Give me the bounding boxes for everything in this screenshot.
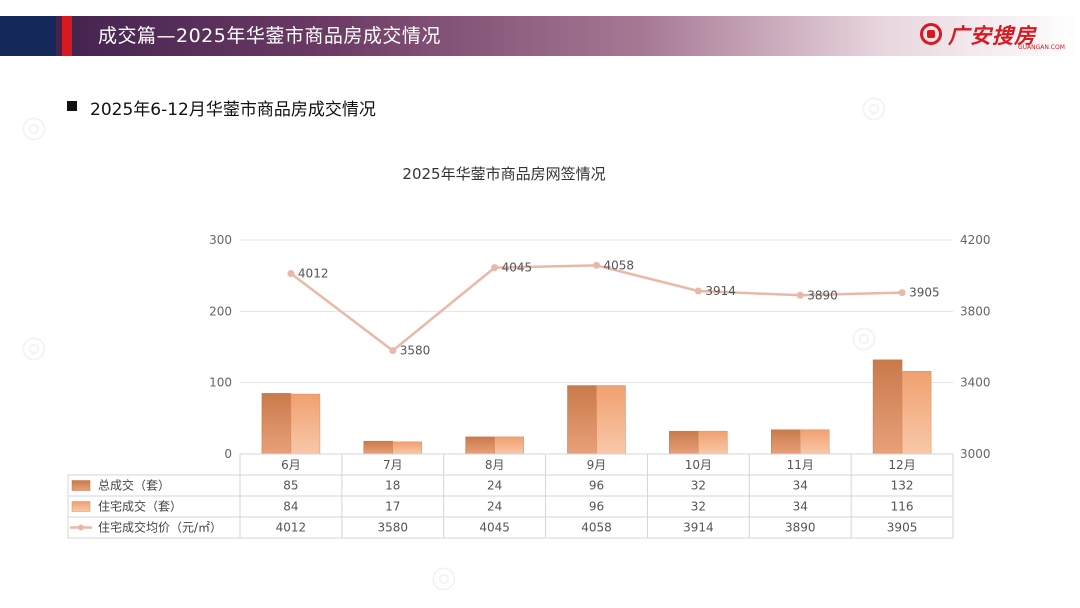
- category-label: 8月: [485, 458, 505, 472]
- price-point: [898, 289, 906, 297]
- section-subtitle: 2025年6-12月华蓥市商品房成交情况: [90, 100, 376, 120]
- table-cell: 85: [283, 479, 298, 493]
- table-cell: 3580: [378, 521, 409, 535]
- table-cell: 32: [691, 479, 706, 493]
- bar-total: [363, 440, 394, 455]
- bar-residential: [494, 436, 524, 455]
- table-cell: 4045: [479, 521, 510, 535]
- price-data-label: 3914: [705, 284, 736, 298]
- legend-key-bar: [71, 501, 91, 512]
- price-line: [290, 264, 903, 353]
- table-cell: 34: [793, 500, 808, 514]
- bar-residential: [901, 371, 932, 455]
- right-axis-tick-label: 4200: [960, 233, 991, 247]
- bar-residential: [799, 429, 830, 455]
- price-point: [694, 287, 702, 295]
- bar-total: [770, 429, 801, 455]
- table-cell: 3905: [887, 521, 918, 535]
- table-cell: 24: [487, 479, 502, 493]
- chart-title: 2025年华蓥市商品房网签情况: [402, 165, 606, 183]
- table-cell: 34: [793, 479, 808, 493]
- series-label: 住宅成交（套）: [98, 499, 182, 514]
- left-axis-tick-label: 300: [209, 233, 232, 247]
- price-point: [796, 291, 804, 299]
- price-point: [593, 261, 600, 269]
- bar-residential: [698, 430, 728, 455]
- table-cell: 24: [487, 500, 502, 514]
- price-point: [491, 264, 499, 272]
- bullet-square-icon: [67, 101, 77, 111]
- price-data-label: 4045: [502, 261, 533, 275]
- left-axis-tick-label: 0: [224, 447, 232, 461]
- right-axis-tick-label: 3000: [960, 447, 991, 461]
- category-label: 9月: [587, 458, 607, 472]
- bar-residential: [596, 385, 626, 455]
- bar-residential: [290, 393, 321, 455]
- table-cell: 4058: [581, 521, 612, 535]
- table-cell: 84: [283, 500, 298, 514]
- legend-key-point: [78, 524, 84, 531]
- header-bar: [0, 16, 1080, 56]
- table-cell: 3890: [785, 521, 816, 535]
- bar-total: [465, 436, 495, 455]
- bar-total: [669, 430, 699, 455]
- price-data-label: 3905: [909, 286, 940, 300]
- left-axis-tick-label: 200: [209, 304, 232, 318]
- page-title: 成交篇—2025年华蓥市商品房成交情况: [98, 25, 441, 47]
- bar-total: [872, 359, 903, 455]
- table-cell: 116: [891, 500, 914, 514]
- bar-total: [261, 393, 292, 455]
- logo-text: 广安搜房: [948, 24, 1036, 48]
- price-point: [389, 347, 397, 355]
- right-axis-tick-label: 3800: [960, 304, 991, 318]
- table-cell: 18: [385, 479, 400, 493]
- series-label: 总成交（套）: [98, 478, 170, 493]
- logo-subtext: GUANGAN.COM: [1018, 44, 1065, 51]
- table-cell: 32: [691, 500, 706, 514]
- header-red-stripe: [62, 16, 72, 56]
- header-navy-block: [0, 16, 56, 56]
- brand-logo: 广安搜房 GUANGAN.COM: [918, 20, 1068, 54]
- category-label: 10月: [685, 458, 712, 472]
- category-label: 6月: [281, 458, 301, 472]
- category-label: 7月: [383, 458, 403, 472]
- price-point: [287, 270, 295, 278]
- table-cell: 4012: [276, 521, 307, 535]
- table-cell: 17: [385, 500, 400, 514]
- table-cell: 3914: [683, 521, 714, 535]
- logo-mark-icon: [920, 23, 942, 45]
- table-cell: 132: [891, 479, 914, 493]
- left-axis-tick-label: 100: [209, 376, 232, 390]
- price-data-label: 4012: [298, 267, 329, 281]
- price-data-label: 4058: [604, 258, 635, 272]
- table-cell: 96: [589, 500, 604, 514]
- category-label: 11月: [787, 458, 814, 472]
- table-cell: 96: [589, 479, 604, 493]
- series-label: 住宅成交均价（元/㎡）: [98, 520, 222, 535]
- price-data-label: 3580: [400, 344, 431, 358]
- bar-residential: [392, 441, 423, 455]
- price-data-label: 3890: [807, 288, 838, 302]
- bar-total: [567, 385, 597, 455]
- category-label: 12月: [888, 458, 915, 472]
- legend-key-bar: [71, 480, 91, 491]
- right-axis-tick-label: 3400: [960, 376, 991, 390]
